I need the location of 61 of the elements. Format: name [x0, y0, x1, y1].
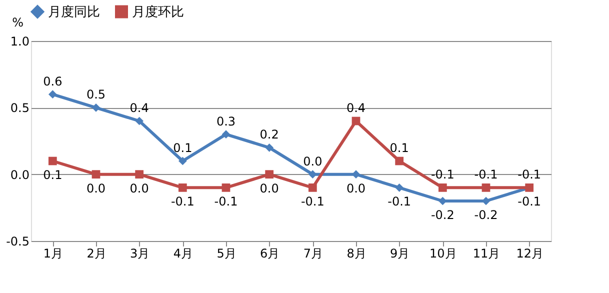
point	[222, 183, 230, 192]
point	[135, 116, 144, 126]
y-tick-label: 1.0	[10, 34, 30, 48]
data-label: 0.1	[173, 141, 192, 155]
y-tick-label: -0.5	[6, 234, 30, 248]
point	[222, 130, 230, 139]
data-label: -0.1	[388, 194, 412, 209]
legend-label: 月度同比	[48, 4, 100, 20]
point	[352, 116, 360, 126]
point	[395, 183, 404, 192]
point	[178, 183, 187, 192]
data-label: 0.4	[130, 101, 149, 115]
data-label: -0.1	[474, 168, 498, 182]
data-label: 0.4	[346, 101, 366, 115]
x-tick-label: 3月	[130, 246, 150, 260]
y-tick-label: 0.0	[10, 168, 30, 182]
data-label: -0.1	[430, 168, 454, 182]
point	[135, 170, 144, 179]
data-label: -0.1	[214, 194, 238, 209]
data-label: 0.2	[260, 128, 279, 142]
point	[48, 90, 57, 99]
x-tick-label: 6月	[260, 246, 280, 260]
x-tick-label: 11月	[472, 246, 500, 260]
data-label: 0.1	[390, 141, 409, 155]
x-tick-label: 9月	[390, 246, 410, 260]
point	[265, 170, 274, 179]
data-label: -0.2	[430, 208, 454, 222]
data-label: 0.3	[216, 114, 236, 128]
data-label: -0.1	[170, 194, 194, 209]
point	[178, 156, 187, 166]
x-tick-label: 8月	[346, 246, 366, 260]
x-tick-label: 2月	[86, 246, 106, 260]
data-label: -0.1	[300, 194, 324, 209]
x-tick-label: 4月	[173, 246, 193, 260]
data-label: 0.0	[130, 181, 149, 196]
data-label: 0.0	[346, 181, 366, 196]
point	[308, 183, 317, 192]
data-label: -0.1	[518, 168, 542, 182]
data-label: 0.0	[303, 154, 322, 168]
point	[48, 156, 57, 166]
data-label: 0.0	[260, 181, 279, 196]
point	[395, 156, 404, 166]
data-label: 0.6	[43, 74, 62, 88]
data-label: 0.1	[43, 168, 62, 182]
data-label: 0.0	[86, 181, 106, 196]
y-tick-label: 0.5	[10, 101, 30, 116]
data-label: -0.1	[518, 194, 542, 209]
data-label: -0.2	[474, 208, 498, 222]
point	[92, 103, 100, 112]
legend-label: 月度环比	[132, 4, 184, 20]
x-tick-label: 10月	[430, 246, 457, 260]
point	[482, 183, 490, 192]
point	[265, 143, 274, 152]
x-tick-label: 12月	[516, 246, 544, 260]
x-tick-label: 7月	[303, 246, 323, 260]
point	[438, 183, 447, 192]
x-tick-label: 1月	[43, 246, 63, 260]
data-label: 0.5	[86, 88, 106, 102]
y-axis-title: %	[12, 16, 24, 30]
x-tick-label: 5月	[216, 246, 236, 260]
point	[92, 170, 100, 179]
